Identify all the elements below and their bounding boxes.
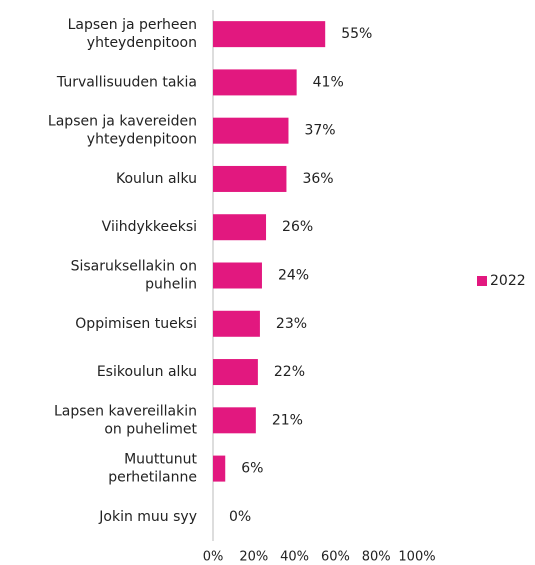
value-label: 36% <box>302 171 333 187</box>
category-label: Lapsen ja kavereiden yhteydenpitoon <box>48 114 197 148</box>
value-label: 22% <box>274 364 305 380</box>
category-label: Viihdykkeeksi <box>102 219 197 235</box>
x-tick-label: 80% <box>362 550 391 565</box>
value-label: 55% <box>341 26 372 42</box>
value-label: 23% <box>276 316 307 332</box>
category-label: Lapsen ja perheen yhteydenpitoon <box>68 17 197 51</box>
bar <box>213 165 287 192</box>
category-label: Esikoulun alku <box>97 364 197 380</box>
value-label: 6% <box>241 461 263 477</box>
bar <box>213 310 260 337</box>
bar <box>213 455 226 482</box>
category-label: Muuttunut perhetilanne <box>108 452 197 486</box>
bar <box>213 21 326 48</box>
x-tick-label: 20% <box>239 550 268 565</box>
category-label: Lapsen kavereillakin on puhelimet <box>54 403 198 437</box>
value-label: 37% <box>304 123 335 139</box>
bar <box>213 359 258 386</box>
value-label: 0% <box>229 509 251 525</box>
x-tick-label: 0% <box>203 550 224 565</box>
x-tick-label: 100% <box>398 550 435 565</box>
category-label: Oppimisen tueksi <box>75 316 197 332</box>
x-tick-label: 40% <box>280 550 309 565</box>
x-tick-label: 60% <box>321 550 350 565</box>
category-label: Koulun alku <box>116 171 197 187</box>
bar <box>213 407 256 434</box>
bar <box>213 117 289 144</box>
bar <box>213 69 297 96</box>
category-label: Jokin muu syy <box>98 509 197 525</box>
value-label: 21% <box>272 412 303 428</box>
bar <box>213 262 262 289</box>
category-label: Turvallisuuden takia <box>56 74 197 90</box>
legend-label: 2022 <box>490 273 526 289</box>
category-label: Sisaruksellakin on puhelin <box>71 259 197 293</box>
bar <box>213 214 267 241</box>
value-label: 26% <box>282 219 313 235</box>
value-label: 24% <box>278 268 309 284</box>
legend-swatch <box>477 276 487 286</box>
value-label: 41% <box>313 74 344 90</box>
